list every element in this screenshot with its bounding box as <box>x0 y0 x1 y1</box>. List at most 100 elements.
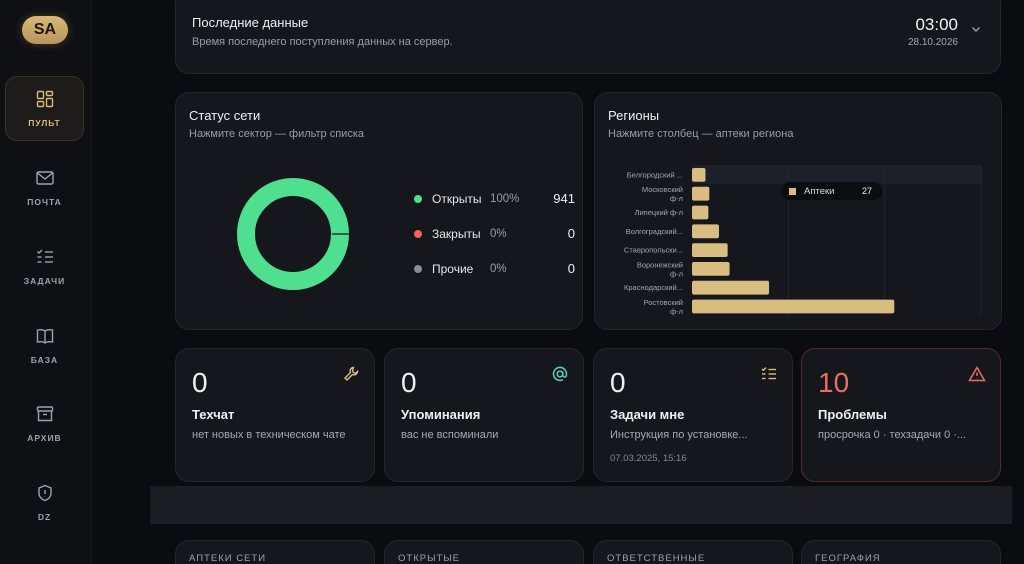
sidebar-item-archive[interactable]: АРХИВ <box>5 391 84 456</box>
legend-name: Прочие <box>432 261 474 276</box>
bottom-card-caption: АПТЕКИ СЕТИ <box>189 553 267 564</box>
bar[interactable] <box>692 168 706 182</box>
bar[interactable] <box>692 186 710 201</box>
bottom-card-open[interactable]: ОТКРЫТЫЕ <box>384 540 584 564</box>
tooltip-value: 27 <box>861 186 872 196</box>
category-label: ф-л <box>670 269 683 278</box>
last-data-subtitle: Время последнего поступления данных на с… <box>192 36 453 48</box>
archive-icon <box>36 406 53 422</box>
problems-card[interactable]: 10 Проблемы просрочка 0 · техзадачи 0 ·.… <box>801 348 1001 482</box>
sidebar: SA ПУЛЬТ ПОЧТА ЗАДАЧИ БАЗА АРХИВ DZ <box>0 0 92 564</box>
sidebar-item-base[interactable]: БАЗА <box>5 313 84 378</box>
last-data-card[interactable]: Последние данные Время последнего поступ… <box>175 0 1001 74</box>
tooltip-label: Аптеки <box>804 185 835 197</box>
regions-subtitle: Нажмите столбец — аптеки региона <box>608 128 794 140</box>
status-donut[interactable] <box>234 175 352 293</box>
bottom-card-caption: ГЕОГРАФИЯ <box>815 553 881 564</box>
regions-title: Регионы <box>608 108 660 123</box>
bar[interactable] <box>692 280 770 295</box>
bar[interactable] <box>692 243 728 257</box>
sidebar-item-dashboard[interactable]: ПУЛЬТ <box>5 76 84 141</box>
stat-subtitle: нет новых в техническом чате <box>192 429 346 441</box>
bottom-card-caption: ОТКРЫТЫЕ <box>398 553 461 564</box>
tooltip-swatch <box>789 187 796 195</box>
stat-title: Упоминания <box>401 407 481 422</box>
at-icon <box>552 366 568 382</box>
sidebar-item-label: ПУЛЬТ <box>28 118 61 128</box>
bar[interactable] <box>692 205 709 220</box>
stat-subtitle: вас не вспоминали <box>401 429 499 441</box>
legend-percent: 100% <box>490 192 520 205</box>
category-label: Московский <box>642 185 683 194</box>
stat-title: Задачи мне <box>610 407 685 422</box>
legend-percent: 0% <box>490 262 507 275</box>
last-data-time: 03:00 <box>915 15 958 34</box>
section-divider-band <box>150 486 1012 524</box>
warning-icon <box>968 365 986 382</box>
book-icon <box>36 329 53 344</box>
my-tasks-card[interactable]: 0 Задачи мне Инструкция по установке... … <box>593 348 793 482</box>
sidebar-item-mail[interactable]: ПОЧТА <box>5 155 84 220</box>
legend-row-other[interactable]: Прочие 0% 0 <box>414 261 575 276</box>
sidebar-item-tasks[interactable]: ЗАДАЧИ <box>5 234 84 299</box>
mentions-card[interactable]: 0 Упоминания вас не вспоминали <box>384 348 584 482</box>
sidebar-item-label: АРХИВ <box>27 433 62 443</box>
sidebar-item-label: БАЗА <box>30 355 59 365</box>
stat-value: 0 <box>610 367 626 398</box>
bar[interactable] <box>692 262 730 276</box>
avatar[interactable]: SA <box>22 16 68 44</box>
legend-name: Закрыты <box>432 226 481 241</box>
bar[interactable] <box>692 299 895 314</box>
sidebar-item-more[interactable] <box>5 548 84 564</box>
stat-value: 0 <box>401 367 417 398</box>
legend-dot <box>414 264 422 273</box>
legend-dot <box>414 194 422 203</box>
stat-date: 07.03.2025, 15:16 <box>610 453 687 464</box>
bottom-card-caption: ОТВЕТСТВЕННЫЕ <box>607 553 706 564</box>
dashboard-icon <box>36 90 53 108</box>
chevron-down-icon[interactable] <box>970 23 982 35</box>
sidebar-item-label: ЗАДАЧИ <box>23 276 66 286</box>
legend-row-closed[interactable]: Закрыты 0% 0 <box>414 226 575 241</box>
category-label: ф-л <box>670 307 683 316</box>
category-label: Липецкий ф-л <box>635 208 683 217</box>
mail-icon <box>35 171 54 185</box>
last-data-date: 28.10.2026 <box>907 37 958 48</box>
legend-name: Открыты <box>432 191 482 206</box>
bottom-card-responsible[interactable]: ОТВЕТСТВЕННЫЕ <box>593 540 793 564</box>
sidebar-item-dz[interactable]: DZ <box>5 470 84 535</box>
sidebar-item-label: DZ <box>37 512 52 522</box>
legend-count: 941 <box>553 191 575 206</box>
network-status-subtitle: Нажмите сектор — фильтр списка <box>189 128 365 140</box>
category-label: Волгоградский... <box>626 227 683 236</box>
legend-dot <box>414 229 422 238</box>
row-highlight <box>692 165 981 184</box>
checklist-icon <box>761 367 776 380</box>
techchat-card[interactable]: 0 Техчат нет новых в техническом чате <box>175 348 375 482</box>
category-label: Ростовский <box>644 298 683 307</box>
donut-segment-open[interactable] <box>237 178 349 290</box>
stat-subtitle: просрочка 0 · техзадачи 0 ·... <box>818 429 967 441</box>
stat-value: 0 <box>192 367 208 398</box>
last-data-title: Последние данные <box>192 15 309 30</box>
legend-count: 0 <box>567 226 575 241</box>
category-label: Воронежский <box>637 260 683 269</box>
category-label: Белгородский ... <box>627 170 683 179</box>
bottom-card-pharmacies[interactable]: АПТЕКИ СЕТИ <box>175 540 375 564</box>
wrench-icon <box>344 366 359 381</box>
category-label: Краснодарский... <box>624 283 683 292</box>
category-label: Ставропольски... <box>624 246 683 255</box>
bottom-card-geography[interactable]: ГЕОГРАФИЯ <box>801 540 1001 564</box>
legend-percent: 0% <box>490 227 507 240</box>
sidebar-item-label: ПОЧТА <box>27 197 62 207</box>
stat-subtitle: Инструкция по установке... <box>610 429 748 441</box>
legend-row-open[interactable]: Открыты 100% 941 <box>414 191 575 206</box>
regions-card: Регионы Нажмите столбец — аптеки региона… <box>594 92 1002 330</box>
checklist-icon <box>36 249 53 263</box>
shield-icon <box>37 484 52 502</box>
bar[interactable] <box>692 224 719 239</box>
category-label: ф-л <box>670 194 683 203</box>
network-status-card: Статус сети Нажмите сектор — фильтр спис… <box>175 92 583 330</box>
